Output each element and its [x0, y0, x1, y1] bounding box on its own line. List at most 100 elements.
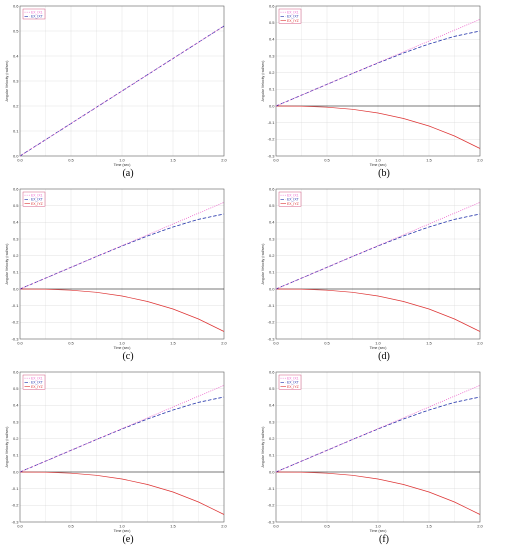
- y-tick-label: 0.5: [13, 203, 19, 208]
- legend-entry: EX_IYZ: [31, 202, 43, 206]
- y-tick-label: 0.3: [13, 419, 19, 424]
- x-tick-label: 0.0: [17, 341, 23, 346]
- x-tick-label: 0.5: [68, 158, 74, 163]
- series-line-ex-ix1: [275, 201, 481, 290]
- y-tick-label: 0.1: [13, 128, 19, 133]
- x-axis-label: Time (sec): [370, 346, 387, 350]
- y-tick-label: -0.3: [268, 336, 276, 341]
- y-tick-label: 0.6: [269, 3, 275, 8]
- panel-caption: (a): [122, 168, 134, 179]
- x-tick-label: 2.0: [221, 158, 227, 163]
- gridlines: [275, 371, 481, 523]
- y-tick-label: 0.2: [13, 436, 19, 441]
- series-line-ex-ixt: [19, 213, 225, 290]
- y-tick-label: 0.0: [269, 286, 275, 291]
- x-axis-label: Time (sec): [114, 529, 131, 533]
- legend-entry: EX_IYZ: [287, 19, 299, 23]
- x-tick-label: 0.5: [324, 524, 330, 529]
- x-tick-label: 0.5: [324, 158, 330, 163]
- y-tick-label: 0.0: [13, 469, 19, 474]
- legend-box: [278, 8, 302, 24]
- legend-entry: EX_IX1: [31, 193, 43, 197]
- x-tick-label: 2.0: [221, 341, 227, 346]
- x-tick-label: 1.0: [119, 524, 125, 529]
- gridlines: [19, 5, 225, 157]
- y-axis-label: Angular Velocity (rad/sec): [5, 427, 9, 468]
- series-line-ex-iyz: [275, 471, 481, 515]
- y-tick-label: -0.3: [268, 153, 276, 158]
- y-tick-label: -0.1: [268, 303, 276, 308]
- series-line-ex-ixt: [275, 30, 481, 107]
- x-tick-label: 0.0: [17, 524, 23, 529]
- y-tick-label: -0.2: [268, 137, 276, 142]
- x-tick-label: 0.0: [273, 341, 279, 346]
- series-line-ex-iyz: [19, 288, 225, 332]
- legend-box: [22, 374, 46, 390]
- y-tick-label: 0.3: [269, 53, 275, 58]
- x-tick-label: 2.0: [477, 524, 483, 529]
- legend-entry: EX_IYZ: [31, 385, 43, 389]
- chart-panel-b: 0.0 0.5 1.0 1.5 2.0 -0.3 -0.2 -0.1 0.0 0.1 0.2 0.3 0…: [256, 0, 512, 183]
- series-line-ex-ix1: [275, 384, 481, 473]
- x-tick-label: 0.0: [273, 524, 279, 529]
- y-tick-label: -0.2: [12, 320, 20, 325]
- legend-entry: EX_IXT: [31, 198, 43, 202]
- legend-box: [278, 191, 302, 207]
- panel-caption: (f): [379, 534, 389, 545]
- legend-entry: EX_IXT: [287, 198, 299, 202]
- y-tick-label: 0.2: [269, 436, 275, 441]
- y-tick-label: 0.6: [13, 3, 19, 8]
- y-tick-label: 0.1: [13, 453, 19, 458]
- y-tick-label: 0.4: [13, 220, 19, 225]
- x-tick-label: 0.0: [17, 158, 23, 163]
- series-line-ex-iyz: [19, 471, 225, 515]
- y-tick-label: 0.6: [13, 369, 19, 374]
- y-tick-label: -0.1: [268, 120, 276, 125]
- x-tick-label: 1.5: [170, 158, 176, 163]
- series-line-ex-ixt: [275, 213, 481, 290]
- chart-panel-a: 0.0 0.5 1.0 1.5 2.0 0.0 0.1 0.2 0.3 0.4 0.5 0.6 Time…: [0, 0, 256, 183]
- legend-entry: EX_IXT: [287, 15, 299, 19]
- x-axis-label: Time (sec): [370, 529, 387, 533]
- chart-a: 0.0 0.5 1.0 1.5 2.0 0.0 0.1 0.2 0.3 0.4 0.5 0.6 Time…: [5, 3, 228, 167]
- plot-frame: [275, 188, 481, 340]
- gridlines: [275, 5, 481, 157]
- panel-caption: (b): [378, 168, 390, 179]
- y-tick-label: 0.5: [13, 28, 19, 33]
- y-tick-label: 0.4: [269, 220, 275, 225]
- chart-b: 0.0 0.5 1.0 1.5 2.0 -0.3 -0.2 -0.1 0.0 0.1 0.2 0.3 0…: [261, 3, 484, 167]
- chart-panel-d: 0.0 0.5 1.0 1.5 2.0 -0.3 -0.2 -0.1 0.0 0.1 0.2 0.3 0…: [256, 183, 512, 366]
- x-axis-label: Time (sec): [370, 163, 387, 167]
- y-tick-label: 0.1: [269, 270, 275, 275]
- x-tick-label: 1.5: [426, 524, 432, 529]
- plot-frame: [19, 188, 225, 340]
- chart-panel-f: 0.0 0.5 1.0 1.5 2.0 -0.3 -0.2 -0.1 0.0 0.1 0.2 0.3 0…: [256, 366, 512, 549]
- x-tick-label: 1.0: [119, 158, 125, 163]
- x-tick-label: 1.5: [170, 341, 176, 346]
- y-tick-label: 0.0: [13, 153, 19, 158]
- y-tick-label: -0.1: [12, 303, 20, 308]
- gridlines: [19, 188, 225, 340]
- x-tick-label: 2.0: [221, 524, 227, 529]
- y-tick-label: -0.2: [268, 503, 276, 508]
- x-tick-label: 0.0: [273, 158, 279, 163]
- y-tick-label: 0.1: [269, 453, 275, 458]
- x-tick-label: 1.0: [375, 158, 381, 163]
- y-axis-label: Angular Velocity (rad/sec): [261, 244, 265, 285]
- x-tick-label: 1.0: [375, 524, 381, 529]
- panel-caption: (e): [122, 534, 134, 545]
- y-tick-label: 0.3: [13, 78, 19, 83]
- legend-box: [22, 8, 46, 20]
- y-tick-label: 0.1: [269, 87, 275, 92]
- x-tick-label: 2.0: [477, 341, 483, 346]
- y-tick-label: -0.1: [12, 486, 20, 491]
- y-tick-label: 0.5: [269, 20, 275, 25]
- y-tick-label: 0.0: [269, 103, 275, 108]
- y-tick-label: 0.3: [269, 419, 275, 424]
- legend-entry: EX_IX1: [287, 376, 299, 380]
- series-line-ex-ix1: [275, 18, 481, 107]
